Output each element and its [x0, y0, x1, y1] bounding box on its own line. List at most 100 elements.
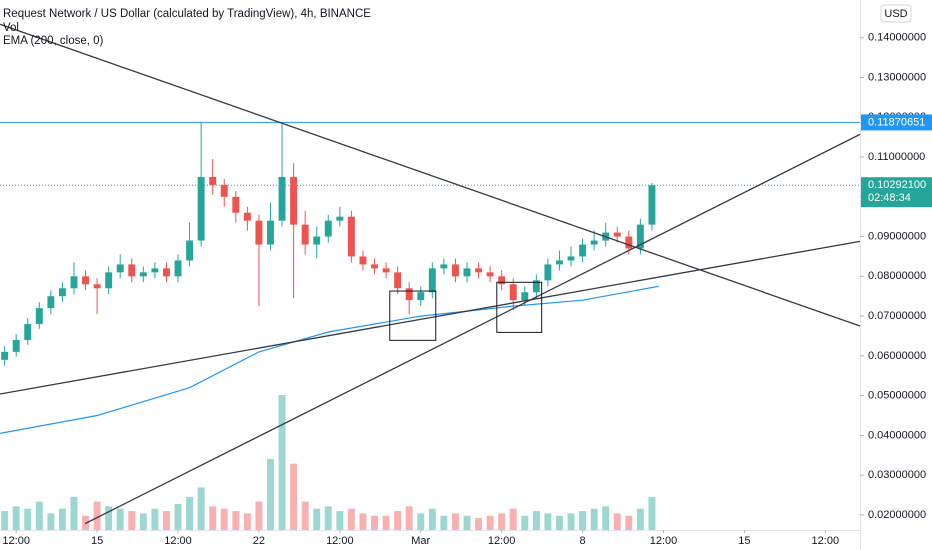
last-price-label: 0.10292100 — [868, 179, 926, 191]
y-tick-label: 0.05000000 — [868, 390, 926, 402]
y-tick-label: 0.07000000 — [868, 310, 926, 322]
candle-body — [82, 276, 90, 285]
candle-body — [47, 296, 55, 309]
candle-body — [1, 351, 9, 360]
volume-bar — [347, 508, 355, 530]
ema-legend: EMA (200, close, 0) — [3, 35, 104, 47]
candle-body — [186, 240, 194, 261]
volume-bar — [440, 515, 448, 530]
candle-body — [232, 196, 240, 213]
volume-bar — [139, 513, 147, 530]
box — [389, 290, 437, 341]
volume-bar — [47, 513, 55, 530]
trendline — [84, 133, 861, 525]
volume-bar — [371, 515, 378, 530]
volume-bar — [24, 508, 32, 530]
x-tick-label: 15 — [738, 535, 750, 547]
candle-body — [509, 284, 517, 301]
candle-body — [382, 268, 390, 273]
volume-bar — [382, 515, 390, 530]
volume-bar — [359, 513, 367, 530]
volume-bar — [648, 496, 656, 530]
volume-bar — [521, 515, 529, 530]
y-tick-label: 0.04000000 — [868, 429, 926, 441]
plot-area — [0, 23, 861, 530]
candle-body — [255, 220, 263, 245]
volume-bar — [590, 508, 598, 530]
volume-bar — [128, 511, 136, 530]
candle-body — [174, 260, 182, 277]
candle-body — [648, 185, 656, 225]
volume-bar — [209, 506, 217, 530]
volume-bar — [486, 515, 494, 530]
volume-bar — [186, 496, 194, 530]
volume-bar — [417, 513, 425, 530]
y-tick-label: 0.13000000 — [868, 71, 926, 83]
volume-bar — [70, 496, 78, 530]
volume-bar — [162, 511, 170, 530]
candle-body — [12, 339, 20, 352]
volume-bar — [509, 508, 517, 530]
candle-body — [162, 268, 170, 277]
candle-body — [70, 276, 78, 289]
volume-bar — [636, 508, 644, 530]
x-tick-label: 22 — [253, 535, 265, 547]
trendline — [0, 23, 861, 327]
candle-body — [532, 280, 540, 293]
volume-bar — [579, 511, 587, 530]
volume-bar — [463, 515, 471, 530]
volume-bar — [428, 508, 436, 530]
x-tick-label: 15 — [91, 535, 103, 547]
candle-body — [590, 240, 598, 245]
candle-body — [267, 220, 274, 245]
volume-bar — [93, 501, 101, 530]
y-tick-label: 0.03000000 — [868, 469, 926, 481]
candle-body — [93, 284, 101, 289]
candle-body — [243, 212, 251, 221]
trendline — [0, 240, 861, 395]
horizontal-line-label-bg — [861, 114, 932, 131]
candle-body — [278, 176, 286, 221]
candle-body — [301, 224, 309, 245]
volume-bar — [255, 501, 263, 530]
volume-bar — [116, 508, 124, 530]
volume-bar — [12, 506, 20, 530]
candle-body — [486, 272, 494, 277]
candle-body — [116, 264, 124, 273]
volume-bar — [602, 506, 610, 530]
x-tick-label: 12:00 — [2, 535, 30, 547]
candle-body — [105, 272, 113, 289]
volume-legend: Vol — [3, 22, 19, 34]
candle-body — [417, 292, 425, 301]
candle-body — [567, 256, 575, 261]
x-tick-label: 12:00 — [164, 535, 192, 547]
candle-body — [35, 308, 43, 325]
volume-bar — [105, 506, 113, 530]
horizontal-line-label: 0.11870651 — [868, 116, 925, 128]
candle-body — [440, 264, 448, 269]
currency[interactable]: USD — [884, 8, 907, 20]
volume-bar — [290, 463, 298, 530]
candle-body — [220, 184, 228, 197]
volume-bar — [278, 395, 286, 530]
volume-bar — [301, 501, 309, 530]
volume-bar — [613, 513, 621, 530]
currency-button[interactable] — [880, 4, 912, 23]
volume-bar — [243, 513, 251, 530]
x-tick-label: 12:00 — [650, 535, 678, 547]
y-tick-label: 0.06000000 — [868, 350, 926, 362]
y-tick-label: 0.11000000 — [868, 151, 925, 163]
volume-bar — [220, 508, 228, 530]
volume-bar — [151, 508, 159, 530]
volume-bar — [405, 506, 413, 530]
candle-body — [613, 232, 621, 237]
volume-bar — [451, 513, 459, 530]
candle-body — [359, 256, 367, 265]
candle-body — [128, 264, 136, 277]
candle-body — [463, 268, 471, 277]
ema-line — [0, 285, 659, 434]
y-tick-label: 0.08000000 — [868, 270, 926, 282]
candle-body — [58, 288, 66, 297]
volume-bar — [324, 506, 332, 530]
